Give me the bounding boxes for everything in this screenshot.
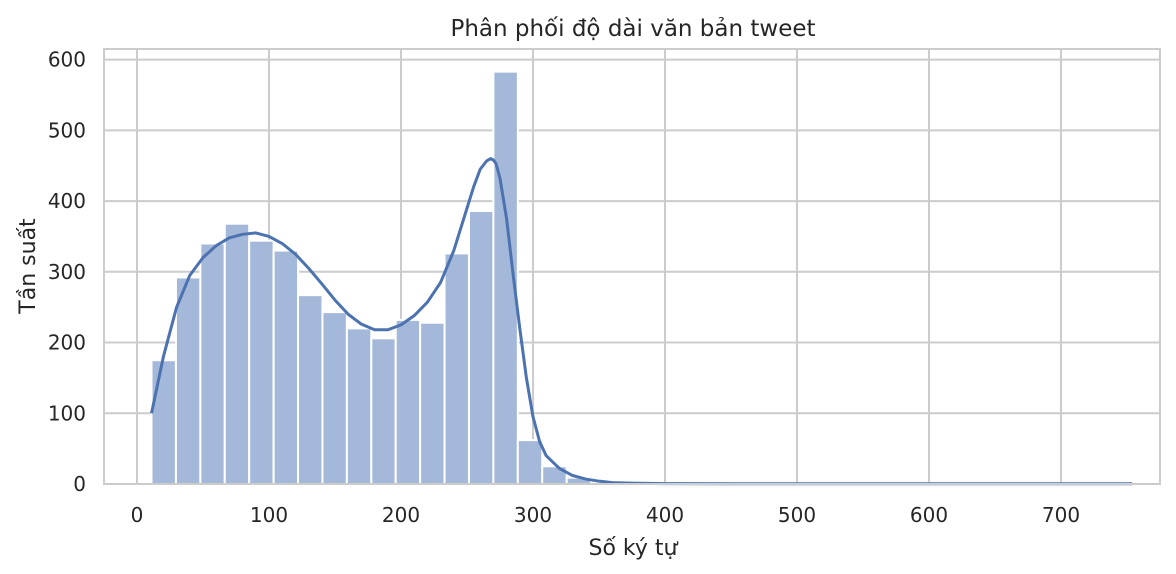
histogram-bar <box>272 249 300 485</box>
histogram-bar <box>467 209 495 485</box>
y-tick-label: 500 <box>48 118 86 142</box>
plot-frame <box>103 48 1161 485</box>
kde-curve <box>150 157 1133 486</box>
y-tick-label: 300 <box>48 260 86 284</box>
x-tick-label: 300 <box>514 503 552 527</box>
histogram-bar <box>419 321 446 486</box>
histogram-bar <box>174 276 202 485</box>
histogram-bar <box>248 239 275 485</box>
x-tick-label: 600 <box>910 503 948 527</box>
x-tick-label: 100 <box>250 503 288 527</box>
x-axis-title: Số ký tự <box>589 536 679 561</box>
chart-title: Phân phối độ dài văn bản tweet <box>450 16 815 42</box>
histogram-bar <box>394 318 422 485</box>
histogram-bar <box>223 222 251 486</box>
histogram-bar <box>516 439 544 485</box>
histogram-bar <box>443 252 470 485</box>
y-tick-label: 0 <box>73 472 86 496</box>
x-tick-labels: 0 100 200 300 400 500 600 700 <box>131 503 1080 527</box>
y-tick-label: 100 <box>48 401 86 425</box>
histogram-bars <box>150 70 1129 486</box>
x-tick-label: 400 <box>646 503 684 527</box>
y-tick-labels: 0 100 200 300 400 500 600 <box>48 48 86 496</box>
histogram-bar <box>370 337 397 486</box>
y-axis-title: Tần suất <box>16 218 41 315</box>
histogram-bar <box>199 242 226 485</box>
histogram-bar <box>345 327 373 486</box>
y-tick-label: 600 <box>48 48 86 72</box>
histogram-bar <box>321 311 348 485</box>
x-tick-label: 0 <box>131 503 144 527</box>
y-tick-label: 200 <box>48 331 86 355</box>
x-tick-label: 700 <box>1042 503 1080 527</box>
histogram-bar <box>150 359 177 485</box>
x-tick-label: 200 <box>382 503 420 527</box>
y-tick-label: 400 <box>48 189 86 213</box>
x-tick-label: 500 <box>778 503 816 527</box>
histogram-bar <box>297 294 324 485</box>
